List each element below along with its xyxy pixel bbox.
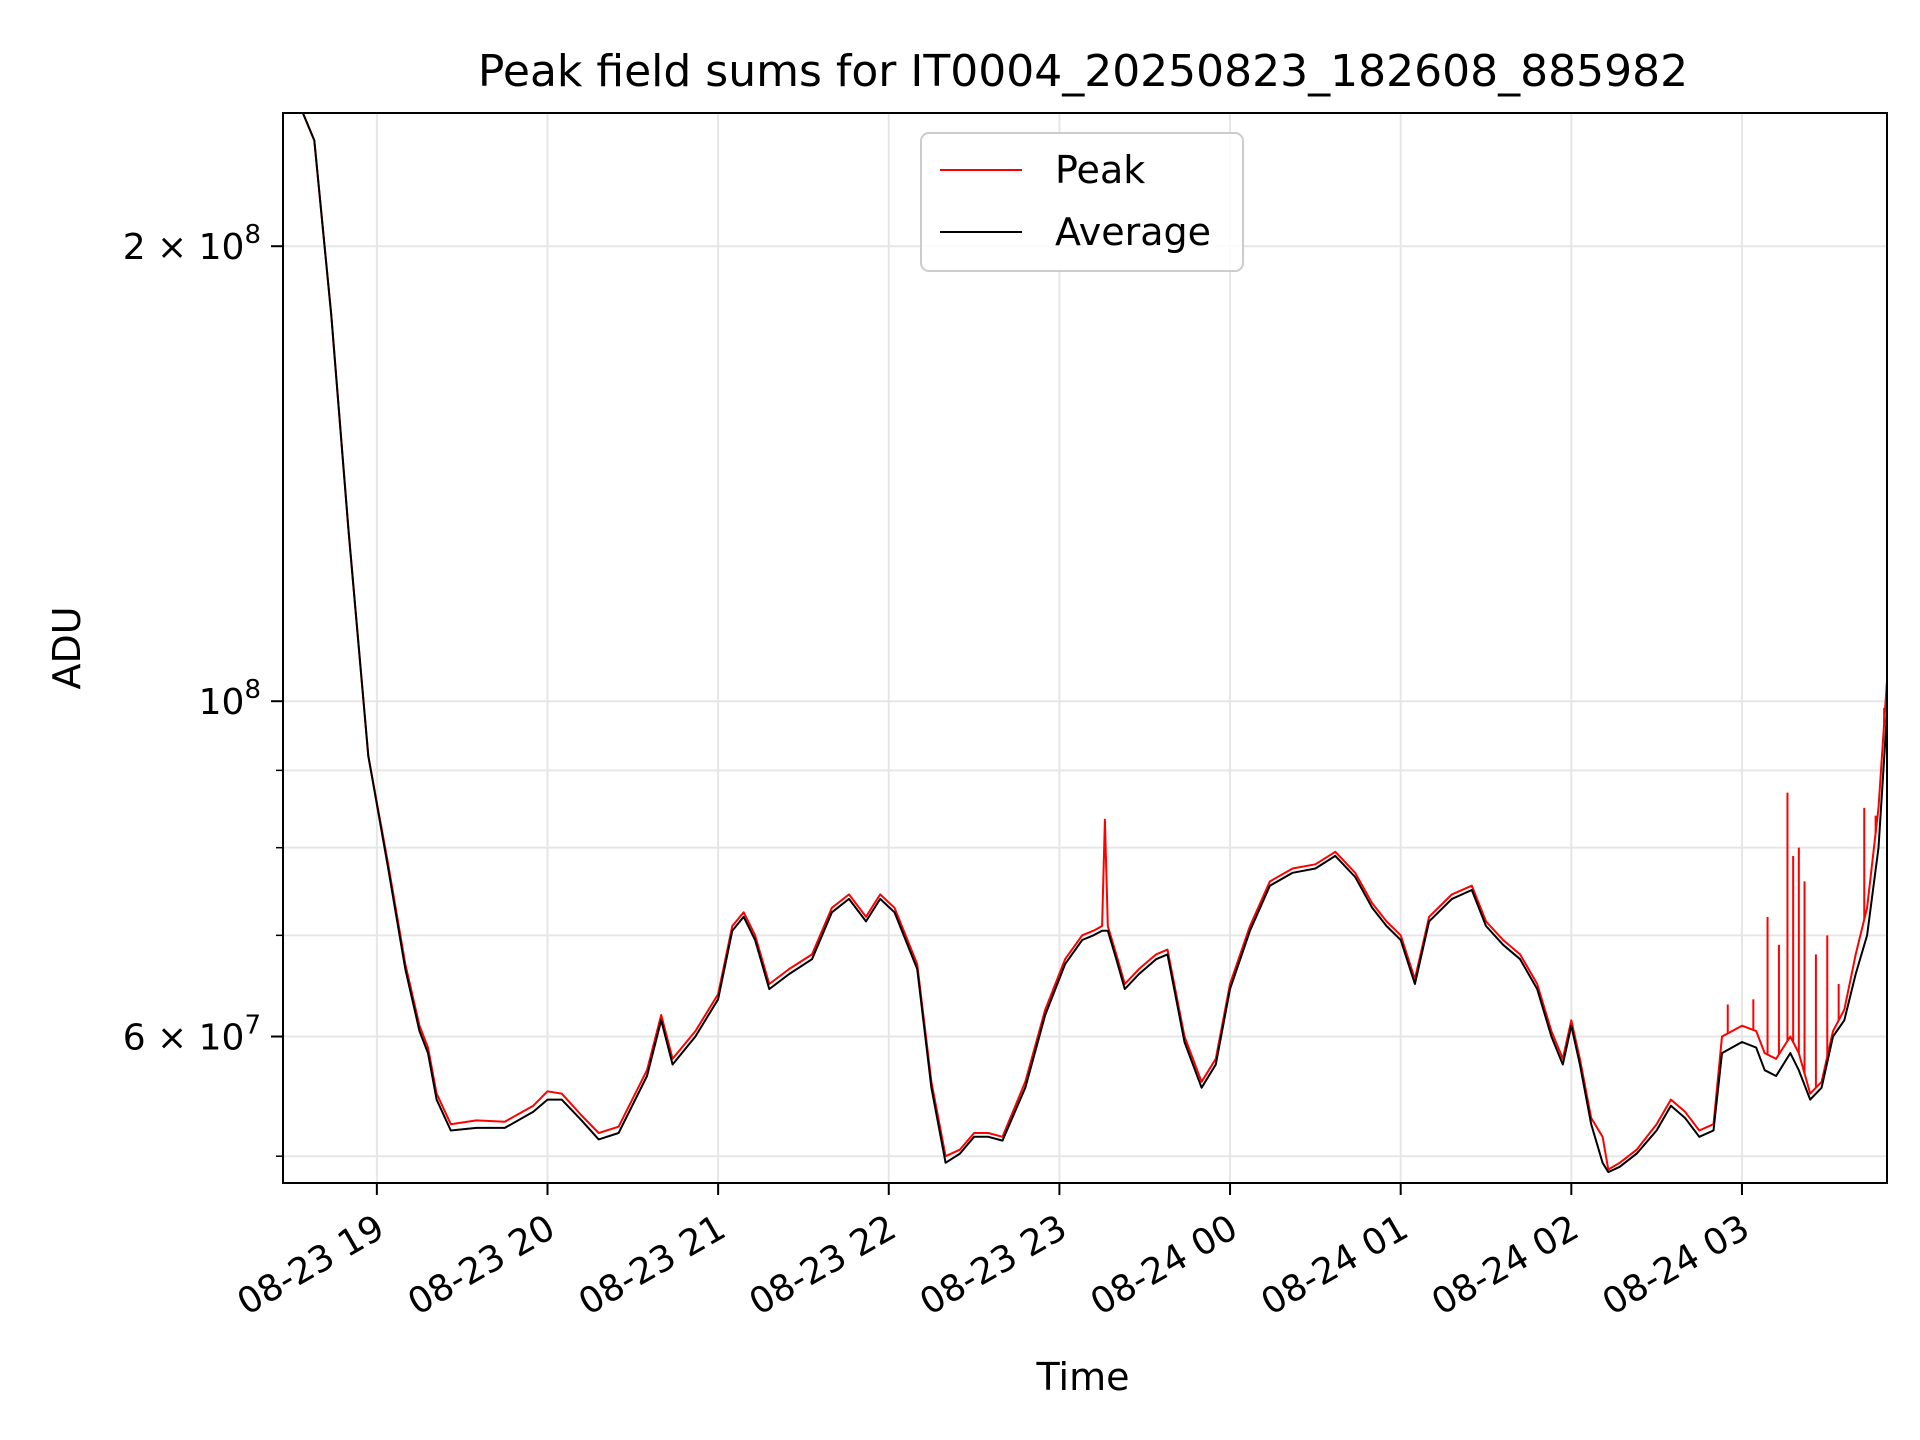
- grid-lines: [283, 113, 1887, 1183]
- chart-title: Peak field sums for IT0004_20250823_1826…: [478, 46, 1688, 97]
- legend-average-label: Average: [1055, 210, 1211, 254]
- plot-frame: [282, 112, 1888, 1184]
- legend-box: [920, 132, 1244, 272]
- y-tick-label-0: 6 × 107: [123, 1011, 261, 1059]
- y-axis-label: ADU: [45, 606, 89, 689]
- legend: Peak Average: [920, 132, 1244, 272]
- series-group: [301, 113, 1887, 1174]
- x-axis-label: Time: [1036, 1355, 1130, 1399]
- y-tick-label-2: 2 × 108: [123, 220, 261, 268]
- legend-peak-label: Peak: [1055, 148, 1145, 192]
- series-line-average: [301, 113, 1887, 1174]
- series-lines: [301, 113, 1887, 1174]
